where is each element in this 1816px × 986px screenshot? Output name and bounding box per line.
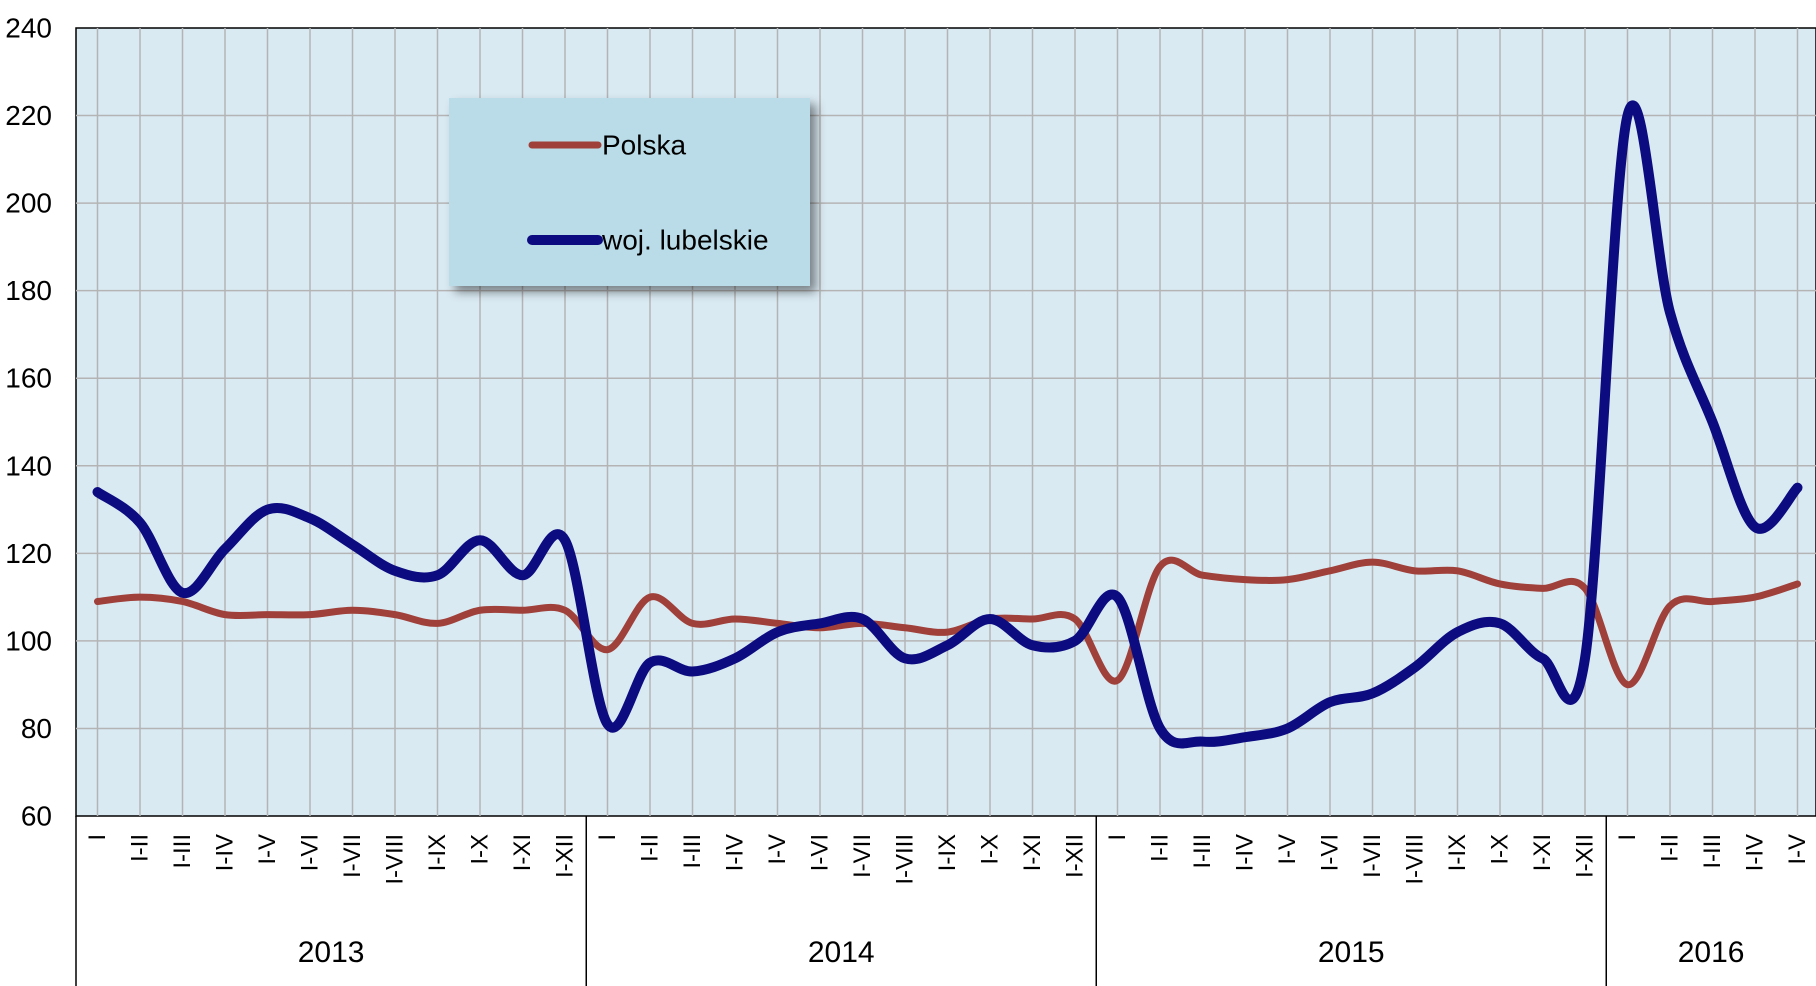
x-tick-label: I — [1614, 834, 1641, 841]
x-tick-label: I-IV — [212, 834, 239, 871]
x-tick-label: I-XII — [1062, 834, 1089, 878]
x-tick-label: I — [594, 834, 621, 841]
x-tick-label: I-II — [1657, 834, 1684, 862]
series-line-2 — [92, 100, 1803, 749]
legend-label: woj. lubelskie — [601, 225, 769, 256]
x-tick-label: I — [84, 834, 111, 841]
year-label: 2016 — [1678, 936, 1745, 969]
x-tick-label: I-X — [977, 834, 1004, 865]
x-tick-label: I-VIII — [382, 834, 409, 885]
series-layer — [92, 100, 1803, 749]
y-tick-label: 240 — [5, 13, 52, 44]
x-tick-label: I-V — [764, 834, 791, 865]
x-tick-label: I-III — [1189, 834, 1216, 869]
x-tick-label: I-IX — [424, 834, 451, 871]
x-tick-label: I-IX — [934, 834, 961, 871]
x-tick-label: I-III — [679, 834, 706, 869]
x-tick-label: I-II — [127, 834, 154, 862]
x-tick-label: I-XI — [1019, 834, 1046, 871]
x-tick-label: I-VI — [297, 834, 324, 871]
x-tick-label: I-II — [637, 834, 664, 862]
y-tick-label: 220 — [5, 100, 52, 131]
x-tick-label: I-VIII — [1402, 834, 1429, 885]
x-axis: I I-II I-III I-IV I-V I-VI I-VII I-VIII I-IX I-X I… — [75, 816, 1811, 986]
x-tick-label: I-XII — [1572, 834, 1599, 878]
y-tick-label: 100 — [5, 625, 52, 656]
y-tick-label: 180 — [5, 275, 52, 306]
legend-box — [449, 98, 810, 286]
legend — [449, 98, 810, 286]
y-tick-label: 80 — [21, 713, 52, 744]
x-tick-label: I-VII — [339, 834, 366, 878]
x-tick-label: I-V — [254, 834, 281, 865]
x-tick-label: I-VI — [1317, 834, 1344, 871]
x-tick-label: I-VI — [807, 834, 834, 871]
x-tick-label: I-XI — [509, 834, 536, 871]
legend-items: Polska woj. lubelskie — [527, 130, 769, 256]
vertical-gridlines — [96, 28, 1799, 816]
x-tick-label: I-V — [1784, 834, 1811, 865]
year-label: 2015 — [1318, 936, 1385, 969]
x-tick-label: I-XI — [1529, 834, 1556, 871]
plot-area — [75, 27, 1816, 817]
x-tick-label: I-X — [467, 834, 494, 865]
y-tick-label: 160 — [5, 363, 52, 394]
x-tick-label: I-IX — [1444, 834, 1471, 871]
x-tick-label: I-XII — [552, 834, 579, 878]
y-axis: 60 80 100 120 140 160 180 200 220 240 — [5, 13, 52, 832]
horizontal-gridlines — [76, 114, 1816, 730]
x-tick-label: I-VIII — [892, 834, 919, 885]
legend-label: Polska — [602, 130, 686, 161]
y-tick-label: 60 — [21, 801, 52, 832]
y-tick-label: 140 — [5, 450, 52, 481]
x-tick-label: I-II — [1147, 834, 1174, 862]
x-tick-label: I-IV — [722, 834, 749, 871]
x-tick-label: I-X — [1487, 834, 1514, 865]
x-tick-label: I — [1104, 834, 1131, 841]
x-tick-label: I-V — [1274, 834, 1301, 865]
year-label: 2013 — [298, 936, 365, 969]
y-tick-label: 120 — [5, 538, 52, 569]
x-tick-label: I-VII — [1359, 834, 1386, 878]
x-tick-label: I-III — [169, 834, 196, 869]
x-tick-label: I-VII — [849, 834, 876, 878]
x-tick-label: I-IV — [1742, 834, 1769, 871]
year-label: 2014 — [808, 936, 875, 969]
x-tick-label: I-III — [1699, 834, 1726, 869]
x-tick-label: I-IV — [1232, 834, 1259, 871]
y-tick-label: 200 — [5, 188, 52, 219]
